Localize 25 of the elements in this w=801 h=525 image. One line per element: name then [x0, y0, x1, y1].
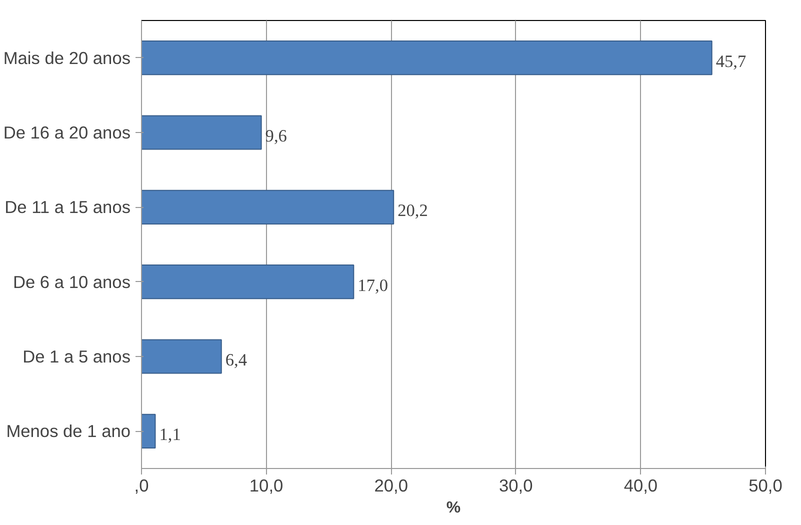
y-tick-label: De 6 a 10 anos — [12, 272, 131, 292]
x-tick-label: 40,0 — [624, 476, 658, 496]
data-label: 9,6 — [265, 126, 288, 146]
bar — [142, 339, 222, 374]
y-tick-label: Mais de 20 anos — [3, 48, 131, 68]
bar — [142, 115, 262, 150]
x-tick-label: 50,0 — [748, 476, 782, 496]
y-tick-label: De 11 a 15 anos — [4, 197, 131, 218]
bar — [142, 190, 394, 224]
x-tick-label: ,0 — [134, 476, 149, 496]
x-axis-title: % — [446, 500, 461, 516]
data-label: 1,1 — [159, 425, 181, 444]
y-tick-label: De 16 a 20 anos — [3, 122, 131, 142]
x-tick-label: 10,0 — [249, 476, 284, 496]
x-tick-label: 20,0 — [374, 476, 408, 496]
bar — [142, 40, 712, 76]
data-label: 17,0 — [358, 276, 388, 295]
y-tick-label: De 1 a 5 anos — [22, 346, 131, 366]
data-label: 6,4 — [225, 350, 248, 370]
data-label: 20,2 — [398, 201, 428, 220]
y-tick-label: Menos de 1 ano — [6, 421, 131, 442]
data-label: 45,7 — [716, 52, 746, 71]
bar — [142, 414, 156, 448]
bar — [142, 264, 354, 300]
x-tick-label: 30,0 — [499, 476, 533, 496]
